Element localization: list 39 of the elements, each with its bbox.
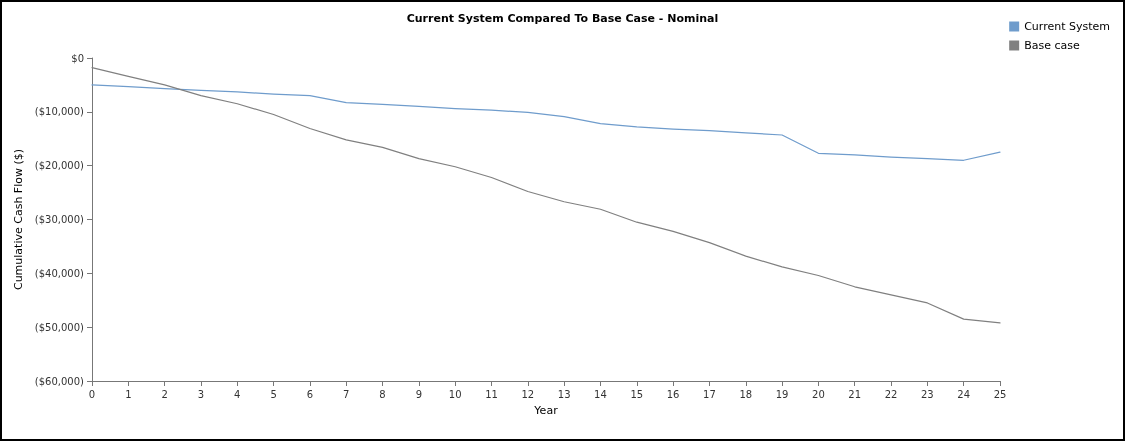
y-tick-label: ($40,000) (34, 267, 85, 279)
x-tick-label: 0 (88, 388, 96, 400)
x-tick-label: 18 (739, 388, 753, 400)
x-tick-label: 19 (775, 388, 789, 400)
x-tick-label: 2 (161, 388, 168, 400)
chart-title: Current System Compared To Base Case - Nominal (406, 12, 719, 25)
y-tick-label: ($50,000) (34, 321, 85, 333)
x-tick-label: 7 (343, 388, 350, 400)
legend-label: Current System (1024, 20, 1111, 33)
y-tick-label: ($30,000) (34, 214, 85, 225)
x-tick-label: 17 (703, 388, 716, 400)
x-tick-label: 3 (197, 388, 205, 400)
y-axis-title: Cumulative Cash Flow ($) (11, 148, 25, 291)
x-tick-label: 20 (812, 388, 825, 400)
y-tick-label: ($20,000) (34, 160, 85, 172)
x-tick-label: 6 (306, 388, 314, 400)
x-tick-label: 24 (957, 388, 971, 400)
x-tick-label: 13 (557, 388, 571, 400)
x-tick-label: 22 (884, 388, 898, 400)
y-tick-label: ($10,000) (34, 106, 85, 118)
x-tick-label: 15 (630, 388, 644, 400)
x-tick-label: 1 (125, 388, 132, 400)
x-tick-label: 8 (379, 388, 386, 400)
y-tick-label: ($60,000) (34, 375, 85, 387)
x-tick-label: 9 (415, 388, 423, 400)
x-axis-title: Year (533, 404, 559, 417)
x-tick-label: 12 (521, 388, 535, 400)
x-tick-label: 21 (848, 388, 862, 400)
x-tick-label: 14 (594, 388, 607, 400)
x-tick-label: 25 (993, 388, 1007, 400)
legend-label: Base case (1024, 39, 1080, 52)
x-tick-label: 11 (485, 388, 498, 400)
line-series (91, 84, 1001, 161)
x-tick-label: 16 (666, 388, 680, 400)
x-tick-label: 5 (270, 388, 277, 400)
x-tick-label: 10 (448, 388, 462, 400)
x-tick-label: 23 (920, 388, 934, 400)
y-tick-label: $0 (71, 52, 84, 64)
x-tick-label: 4 (234, 388, 241, 400)
